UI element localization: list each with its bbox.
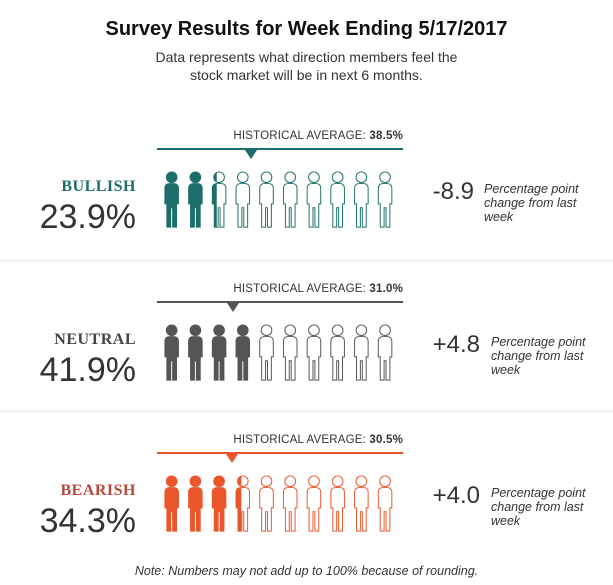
category-name: BEARISH	[60, 482, 136, 499]
historical-average-value: 31.0%	[369, 283, 403, 295]
people-pictograph	[164, 475, 393, 532]
person-icon	[259, 475, 274, 532]
category-name: BULLISH	[61, 178, 136, 195]
historical-average-value: 30.5%	[369, 434, 403, 446]
person-icon	[354, 475, 369, 532]
footnote: Note: Numbers may not add up to 100% bec…	[134, 564, 479, 578]
person-icon	[330, 475, 345, 532]
person-icon	[306, 475, 322, 532]
row-divider	[0, 411, 613, 412]
person-icon	[259, 171, 274, 228]
chart-title: Survey Results for Week Ending 5/17/2017	[105, 18, 508, 40]
person-icon	[211, 475, 227, 532]
people-pictograph	[164, 324, 393, 381]
category-percent: 34.3%	[39, 502, 136, 540]
person-icon	[235, 171, 251, 228]
person-icon	[188, 475, 203, 532]
person-icon	[282, 171, 298, 228]
person-icon	[306, 171, 322, 228]
historical-average-marker	[225, 454, 238, 463]
person-icon	[235, 324, 251, 381]
historical-average-marker	[226, 303, 239, 312]
person-icon	[282, 324, 298, 381]
category-percent: 23.9%	[39, 198, 136, 236]
historical-average-prefix: HISTORICAL AVERAGE:	[233, 434, 370, 446]
person-icon	[211, 171, 227, 228]
change-value: +4.0	[432, 482, 480, 509]
historical-average-value: 38.5%	[369, 130, 403, 142]
historical-average-prefix: HISTORICAL AVERAGE:	[233, 283, 370, 295]
people-pictograph	[164, 171, 393, 228]
person-icon	[377, 324, 393, 381]
row-divider	[0, 260, 613, 261]
person-icon	[188, 171, 203, 228]
change-value: -8.9	[432, 178, 474, 205]
person-icon	[164, 171, 179, 228]
person-icon	[306, 324, 322, 381]
change-value: +4.8	[432, 331, 480, 358]
person-icon	[211, 324, 227, 381]
person-icon	[377, 171, 393, 228]
historical-average-label: HISTORICAL AVERAGE: 30.5%	[0, 434, 403, 446]
historical-average-marker	[245, 150, 258, 159]
change-note: Percentage point change from last week	[491, 486, 586, 528]
person-icon	[354, 171, 369, 228]
person-icon	[282, 475, 298, 532]
historical-average-line	[157, 452, 403, 454]
person-icon	[259, 324, 274, 381]
change-note: Percentage point change from last week	[491, 335, 586, 377]
category-percent: 41.9%	[39, 351, 136, 389]
person-icon	[330, 171, 345, 228]
person-icon	[377, 475, 393, 532]
person-icon	[330, 324, 345, 381]
person-icon	[235, 475, 251, 532]
category-name: NEUTRAL	[54, 331, 136, 348]
person-icon	[354, 324, 369, 381]
historical-average-line	[157, 148, 403, 150]
change-note: Percentage point change from last week	[484, 182, 579, 224]
historical-average-line	[157, 301, 403, 303]
chart-subtitle: Data represents what direction members f…	[155, 49, 458, 83]
historical-average-label: HISTORICAL AVERAGE: 31.0%	[0, 283, 403, 295]
historical-average-prefix: HISTORICAL AVERAGE:	[233, 130, 370, 142]
person-icon	[164, 475, 179, 532]
historical-average-label: HISTORICAL AVERAGE: 38.5%	[0, 130, 403, 142]
person-icon	[164, 324, 179, 381]
person-icon	[188, 324, 203, 381]
